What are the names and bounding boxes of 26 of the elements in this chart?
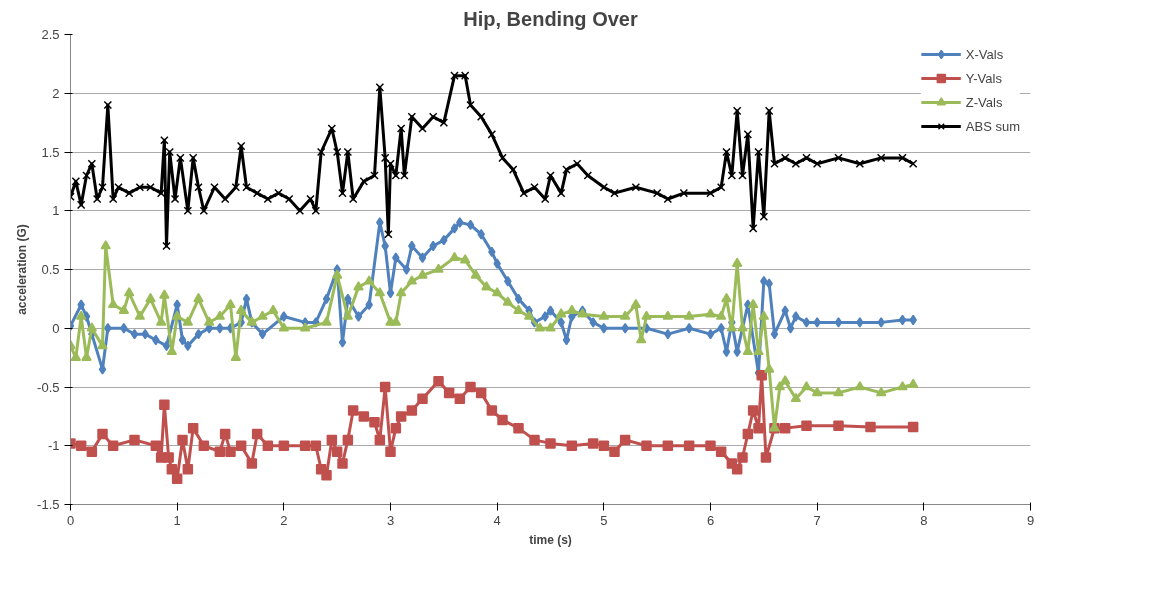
x-tick-label: 9 (1026, 512, 1035, 528)
legend-label: ABS sum (965, 118, 1020, 134)
y-tick-label: -0.5 (37, 379, 60, 395)
chart-title: Hip, Bending Over (463, 7, 638, 30)
x-axis-title: time (s) (529, 532, 572, 547)
x-tick-label: 3 (386, 512, 395, 528)
legend-label: Z-Vals (965, 94, 1003, 110)
y-tick-label: 1 (52, 203, 60, 219)
x-tick-label: 5 (600, 512, 608, 528)
y-tick-label: 1.5 (41, 144, 60, 160)
y-axis-title: acceleration (G) (15, 224, 30, 315)
x-tick-label: 0 (66, 512, 75, 528)
x-tick-label: 6 (706, 512, 715, 528)
y-tick-label: 2.5 (41, 27, 60, 42)
x-tick-label: 7 (813, 512, 821, 528)
y-tick-label: 2 (52, 85, 60, 101)
y-tick-label: -1.5 (37, 497, 60, 512)
legend-label: X-Vals (965, 46, 1004, 62)
x-tick-label: 8 (920, 512, 928, 528)
x-tick-label: 2 (280, 512, 288, 528)
y-tick-label: -1 (47, 438, 60, 454)
x-tick-label: 4 (493, 512, 501, 528)
y-tick-label: 0.5 (41, 262, 60, 277)
x-tick-label: 1 (173, 512, 181, 528)
legend-label: Y-Vals (965, 70, 1002, 86)
y-tick-label: 0 (52, 320, 60, 336)
